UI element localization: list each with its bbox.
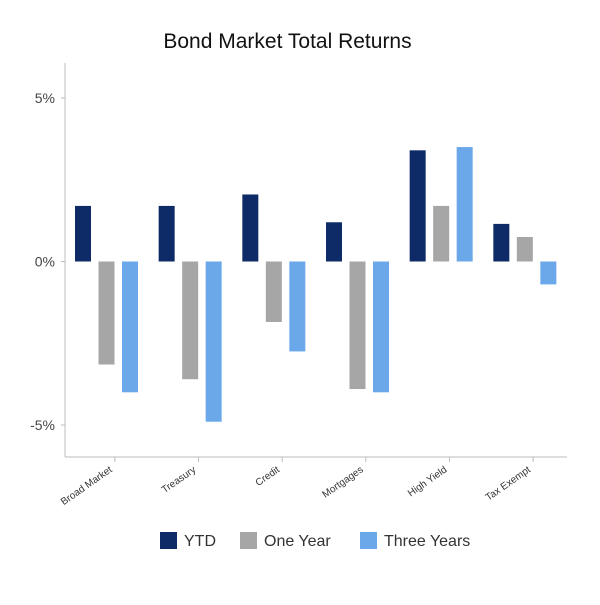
bar xyxy=(433,205,450,262)
y-tick-label: 0% xyxy=(35,254,55,270)
bar xyxy=(205,261,222,422)
bar xyxy=(289,261,306,352)
bar xyxy=(456,147,473,262)
bar xyxy=(326,222,342,262)
x-tick-label: High Yield xyxy=(406,464,449,499)
bar xyxy=(516,236,533,262)
legend-swatch xyxy=(160,532,177,549)
bar xyxy=(98,261,115,365)
bar xyxy=(182,261,199,380)
legend-swatch xyxy=(240,532,257,549)
chart-title: Bond Market Total Returns xyxy=(163,30,412,53)
y-tick-label: 5% xyxy=(35,90,55,106)
x-tick-label: Broad Market xyxy=(59,464,115,508)
y-tick-label: -5% xyxy=(30,417,55,433)
legend-label: One Year xyxy=(264,533,331,550)
x-tick-label: Treasury xyxy=(160,464,198,495)
bar xyxy=(540,261,557,285)
legend-swatch xyxy=(360,532,377,549)
bar xyxy=(373,261,389,393)
x-tick-label: Mortgages xyxy=(321,464,366,500)
bar xyxy=(158,205,175,262)
bar xyxy=(242,194,259,262)
bar xyxy=(265,261,282,322)
bar xyxy=(409,150,426,262)
legend-label: Three Years xyxy=(384,533,470,550)
bar xyxy=(349,261,366,390)
x-tick-label: Credit xyxy=(254,464,282,488)
x-tick-label: Tax Exempt xyxy=(484,464,533,503)
legend-label: YTD xyxy=(184,533,216,550)
bar xyxy=(493,223,510,262)
bar xyxy=(122,261,138,393)
bar xyxy=(75,205,91,262)
